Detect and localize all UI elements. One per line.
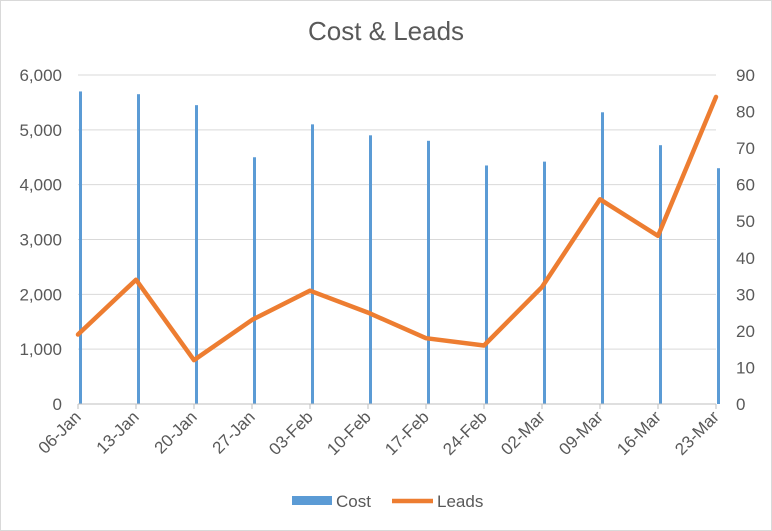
- cost-bar: [369, 135, 372, 405]
- x-tick-label: 09-Mar: [555, 407, 607, 459]
- y-left-tick-label: 5,000: [19, 121, 62, 140]
- x-tick-label: 24-Feb: [439, 407, 491, 459]
- y-right-tick-label: 80: [736, 103, 755, 122]
- y-right-tick-label: 40: [736, 249, 755, 268]
- y-right-tick-label: 50: [736, 212, 755, 231]
- cost-bar: [601, 112, 604, 404]
- x-tick-label: 10-Feb: [323, 407, 375, 459]
- cost-bars: [79, 91, 720, 405]
- cost-bar: [485, 165, 488, 404]
- y-left-tick-label: 2,000: [19, 285, 62, 304]
- y-right-tick-label: 90: [736, 66, 755, 85]
- legend: Cost Leads: [292, 492, 483, 511]
- cost-bar: [717, 168, 720, 404]
- x-tick-label: 23-Mar: [671, 407, 723, 459]
- x-tick-label: 03-Feb: [265, 407, 317, 459]
- legend-label-cost: Cost: [336, 492, 371, 511]
- y-right-tick-label: 60: [736, 176, 755, 195]
- leads-line: [75, 94, 719, 363]
- x-tick-label: 06-Jan: [35, 407, 85, 457]
- leads-line-group: [75, 94, 719, 363]
- y-right-tick-label: 20: [736, 322, 755, 341]
- x-tick-label: 17-Feb: [381, 407, 433, 459]
- y-right-tick-label: 30: [736, 285, 755, 304]
- y-left-tick-label: 4,000: [19, 176, 62, 195]
- legend-label-leads: Leads: [437, 492, 483, 511]
- axes: 0 1,000 2,000 3,000 4,000 5,000 6,000 0 10 20 30 40…: [19, 66, 754, 459]
- y-right-tick-label: 10: [736, 358, 755, 377]
- cost-bar: [659, 145, 662, 405]
- x-tick-label: 16-Mar: [613, 407, 665, 459]
- cost-bar: [195, 105, 198, 405]
- x-tick-label: 13-Jan: [93, 407, 143, 457]
- y-left-tick-label: 1,000: [19, 340, 62, 359]
- legend-swatch-cost: [292, 496, 332, 505]
- cost-bar: [427, 140, 430, 405]
- cost-bar: [311, 124, 314, 404]
- chart-title: Cost & Leads: [307, 16, 465, 46]
- cost-bar: [79, 91, 82, 404]
- cost-bar: [253, 157, 256, 404]
- y-left-tick-label: 3,000: [19, 231, 62, 250]
- y-right-tick-label: 0: [736, 395, 745, 414]
- y-right-tick-label: 70: [736, 139, 755, 158]
- cost-bar: [137, 94, 140, 405]
- x-tick-label: 02-Mar: [497, 407, 549, 459]
- y-left-tick-label: 6,000: [19, 66, 62, 85]
- y-left-tick-label: 0: [53, 395, 62, 414]
- gridlines: [78, 74, 716, 350]
- x-tick-label: 27-Jan: [209, 407, 259, 457]
- x-tick-label: 20-Jan: [151, 407, 201, 457]
